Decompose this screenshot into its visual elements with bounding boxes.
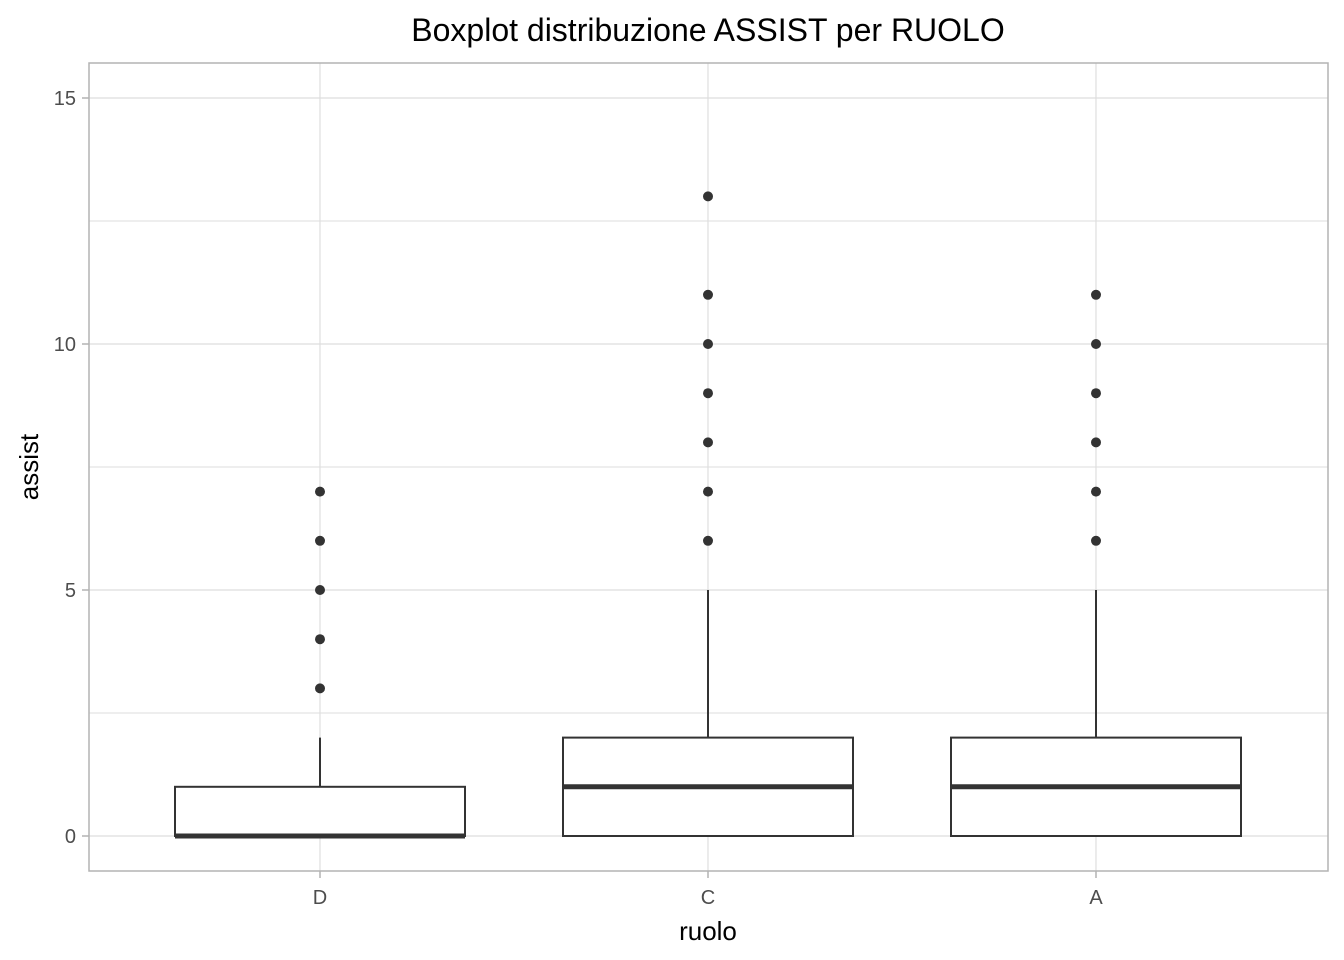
box-D <box>174 486 466 839</box>
outlier-point <box>703 486 713 497</box>
outlier-point <box>1091 437 1101 448</box>
boxes <box>174 191 1242 839</box>
outlier-point <box>703 289 713 300</box>
y-tick-label: 10 <box>54 334 76 356</box>
outlier-point <box>1091 486 1101 497</box>
outlier-point <box>703 535 713 546</box>
box-iqr <box>174 785 466 837</box>
outlier-point <box>1091 535 1101 546</box>
x-axis-title: ruolo <box>679 916 737 946</box>
outlier-point <box>703 191 713 202</box>
y-tick-label: 15 <box>54 88 76 110</box>
outlier-point <box>315 585 325 595</box>
box-A <box>950 289 1242 837</box>
outlier-point <box>315 486 325 497</box>
outlier-point <box>703 388 713 399</box>
outlier-point <box>703 339 713 349</box>
y-axis-title: assist <box>14 433 44 500</box>
x-tick-label: A <box>1089 887 1103 909</box>
x-tick-label: C <box>701 887 715 909</box>
outlier-point <box>1091 289 1101 300</box>
box-C <box>562 191 854 837</box>
y-tick-label: 0 <box>65 826 76 848</box>
x-tick-label: D <box>313 887 327 909</box>
y-axis-ticks: 0 5 10 15 <box>54 88 89 848</box>
outlier-point <box>1091 388 1101 399</box>
chart-title: Boxplot distribuzione ASSIST per RUOLO <box>411 12 1004 48</box>
outlier-point <box>315 683 325 694</box>
outlier-point <box>703 437 713 448</box>
outlier-point <box>1091 339 1101 349</box>
y-tick-label: 5 <box>65 580 76 602</box>
outlier-point <box>315 634 325 645</box>
outlier-point <box>315 535 325 546</box>
